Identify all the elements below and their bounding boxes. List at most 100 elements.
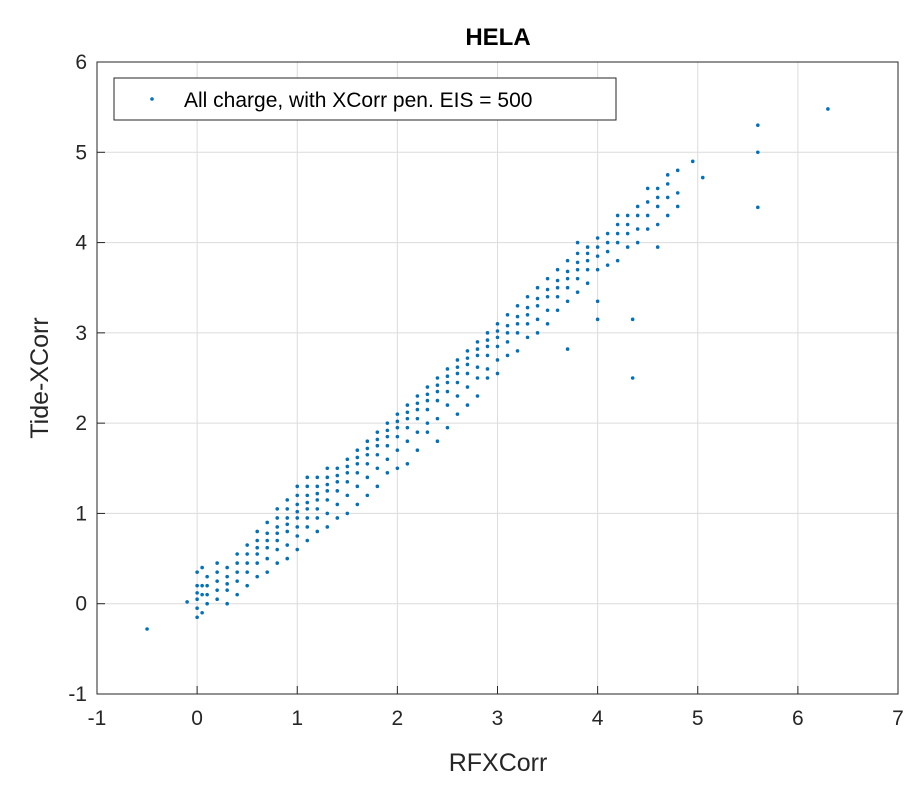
data-point	[756, 123, 760, 127]
data-point	[355, 484, 360, 489]
data-point	[425, 421, 430, 425]
data-point	[205, 583, 209, 588]
data-point	[435, 439, 440, 444]
data-point	[265, 520, 270, 525]
data-point	[575, 290, 580, 295]
data-point	[595, 245, 600, 249]
data-point	[345, 457, 350, 462]
data-point	[525, 294, 530, 299]
data-point	[205, 592, 209, 597]
data-point	[475, 353, 480, 358]
data-point	[255, 545, 259, 550]
data-point	[675, 191, 680, 195]
data-point	[195, 597, 199, 601]
data-point	[255, 552, 259, 556]
data-point	[615, 231, 620, 236]
data-point	[245, 561, 249, 565]
data-point	[655, 195, 660, 200]
data-point	[415, 401, 420, 406]
data-point	[575, 260, 580, 265]
data-point	[675, 168, 680, 173]
data-point	[285, 507, 290, 511]
data-point	[595, 236, 600, 240]
data-point	[345, 493, 350, 498]
data-point	[605, 231, 610, 236]
data-point	[575, 240, 580, 245]
data-point	[475, 376, 480, 380]
data-point	[295, 534, 300, 538]
data-point	[395, 448, 400, 453]
y-tick-label: 0	[75, 593, 87, 616]
data-point	[630, 376, 635, 380]
data-point	[265, 538, 270, 543]
data-point	[565, 276, 570, 281]
data-point	[255, 561, 259, 565]
data-point	[325, 475, 330, 480]
data-point	[275, 531, 280, 536]
data-point	[485, 344, 490, 349]
x-tick-label: 6	[792, 707, 804, 730]
data-point	[355, 455, 360, 460]
data-point	[645, 186, 650, 191]
data-point	[485, 338, 490, 342]
data-point	[305, 500, 310, 505]
data-point	[445, 425, 450, 430]
data-point	[505, 340, 510, 344]
y-tick-label: 5	[75, 141, 87, 164]
data-point	[295, 493, 300, 498]
data-point	[555, 278, 560, 283]
data-point	[375, 484, 380, 489]
x-tick-label: 7	[892, 707, 904, 730]
data-point	[415, 407, 420, 412]
data-point	[475, 347, 480, 351]
data-point	[405, 410, 410, 415]
data-point	[690, 159, 695, 164]
data-point	[305, 516, 310, 520]
data-point	[535, 331, 540, 335]
data-point	[545, 308, 550, 313]
data-point	[595, 267, 600, 272]
data-point	[615, 258, 620, 263]
data-point	[245, 570, 249, 574]
data-point	[635, 240, 640, 245]
data-point	[305, 493, 310, 498]
legend-entry-label: All charge, with XCorr pen. EIS = 500	[184, 89, 532, 112]
data-point	[305, 525, 310, 529]
data-point	[455, 394, 460, 398]
data-point	[375, 430, 380, 434]
data-point	[645, 200, 650, 204]
data-point	[145, 627, 149, 631]
data-point	[595, 299, 600, 304]
data-point	[445, 374, 450, 378]
data-point	[665, 213, 670, 218]
data-point	[195, 591, 199, 595]
data-point	[355, 502, 360, 507]
x-tick-label: 4	[592, 707, 604, 730]
data-point	[395, 425, 400, 430]
data-point	[495, 371, 500, 376]
data-point	[285, 556, 290, 561]
data-point	[575, 276, 580, 281]
data-point	[465, 403, 470, 407]
y-tick-label: 2	[75, 412, 87, 435]
data-point	[405, 403, 410, 407]
data-point	[425, 407, 430, 412]
data-point	[625, 245, 630, 249]
y-tick-label: 3	[75, 322, 87, 345]
data-point	[455, 412, 460, 416]
data-point	[395, 412, 400, 416]
data-point	[205, 574, 209, 579]
data-point	[565, 285, 570, 290]
data-point	[375, 437, 380, 442]
data-point	[555, 308, 560, 313]
data-point	[225, 565, 229, 570]
data-point	[445, 389, 450, 394]
data-point	[225, 601, 229, 606]
data-point	[395, 466, 400, 471]
data-point	[385, 443, 390, 448]
legend[interactable]: All charge, with XCorr pen. EIS = 500	[113, 77, 617, 121]
data-point	[195, 615, 199, 620]
x-tick-label: 5	[692, 707, 704, 730]
data-point	[635, 204, 640, 209]
